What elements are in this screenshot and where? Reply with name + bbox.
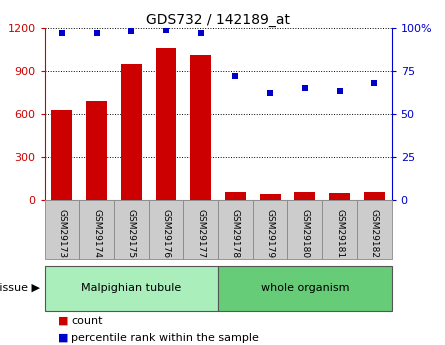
FancyBboxPatch shape bbox=[253, 200, 287, 259]
Text: Malpighian tubule: Malpighian tubule bbox=[81, 283, 182, 293]
Text: GSM29182: GSM29182 bbox=[370, 209, 379, 258]
Text: ■: ■ bbox=[58, 333, 69, 343]
FancyBboxPatch shape bbox=[114, 200, 149, 259]
Text: GSM29179: GSM29179 bbox=[266, 209, 275, 258]
FancyBboxPatch shape bbox=[287, 200, 322, 259]
Bar bbox=[52, 110, 72, 200]
FancyBboxPatch shape bbox=[218, 266, 392, 311]
Text: GSM29181: GSM29181 bbox=[335, 209, 344, 258]
Text: GSM29174: GSM29174 bbox=[92, 209, 101, 258]
Bar bbox=[86, 101, 107, 200]
Text: count: count bbox=[71, 316, 103, 326]
Bar bbox=[121, 63, 142, 200]
Bar bbox=[190, 55, 211, 200]
Text: GSM29175: GSM29175 bbox=[127, 209, 136, 258]
Bar bbox=[156, 48, 176, 200]
Bar bbox=[329, 193, 350, 200]
FancyBboxPatch shape bbox=[322, 200, 357, 259]
Text: GSM29180: GSM29180 bbox=[300, 209, 309, 258]
Text: whole organism: whole organism bbox=[261, 283, 349, 293]
FancyBboxPatch shape bbox=[79, 200, 114, 259]
Text: GSM29173: GSM29173 bbox=[57, 209, 66, 258]
FancyBboxPatch shape bbox=[218, 200, 253, 259]
Text: percentile rank within the sample: percentile rank within the sample bbox=[71, 333, 259, 343]
Bar bbox=[225, 192, 246, 200]
Text: GSM29178: GSM29178 bbox=[231, 209, 240, 258]
Text: GSM29177: GSM29177 bbox=[196, 209, 205, 258]
FancyBboxPatch shape bbox=[44, 200, 79, 259]
FancyBboxPatch shape bbox=[149, 200, 183, 259]
Text: tissue ▶: tissue ▶ bbox=[0, 283, 40, 293]
Bar bbox=[260, 194, 280, 200]
FancyBboxPatch shape bbox=[44, 266, 218, 311]
FancyBboxPatch shape bbox=[357, 200, 392, 259]
Title: GDS732 / 142189_at: GDS732 / 142189_at bbox=[146, 12, 290, 27]
Text: ■: ■ bbox=[58, 316, 69, 326]
FancyBboxPatch shape bbox=[183, 200, 218, 259]
Text: GSM29176: GSM29176 bbox=[162, 209, 170, 258]
Bar bbox=[295, 192, 315, 200]
Bar bbox=[364, 192, 384, 200]
